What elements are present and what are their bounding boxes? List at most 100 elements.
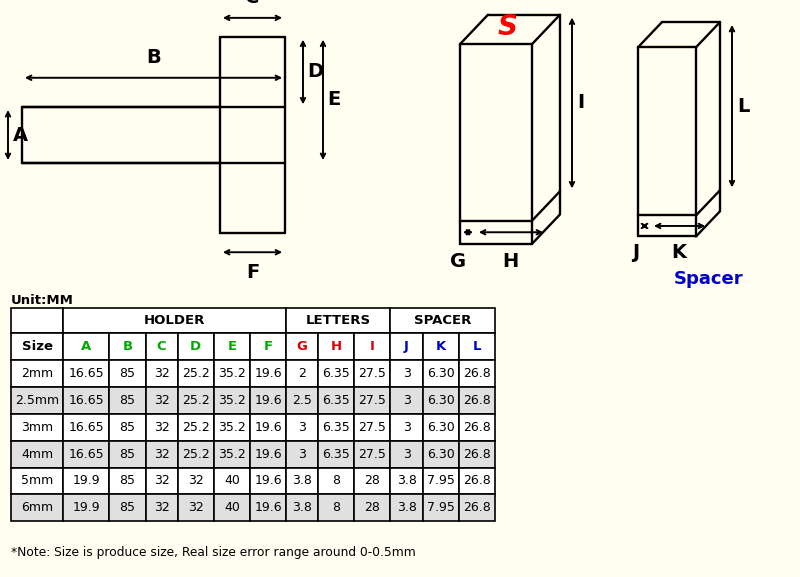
- Bar: [250, 494, 286, 521]
- Text: 16.65: 16.65: [69, 448, 104, 460]
- Text: 3mm: 3mm: [21, 421, 53, 434]
- Bar: [11, 494, 63, 521]
- Bar: [318, 414, 354, 441]
- Text: 32: 32: [154, 421, 170, 434]
- Bar: [11, 308, 63, 334]
- Text: 26.8: 26.8: [463, 394, 490, 407]
- Bar: [422, 387, 458, 414]
- Bar: [422, 467, 458, 494]
- Text: 6.35: 6.35: [322, 394, 350, 407]
- Bar: [178, 441, 214, 467]
- Text: 25.2: 25.2: [182, 421, 210, 434]
- Text: 3.8: 3.8: [397, 501, 417, 514]
- Text: 28: 28: [365, 501, 380, 514]
- Text: K: K: [671, 243, 686, 262]
- Bar: [458, 414, 495, 441]
- Bar: [63, 387, 110, 414]
- Text: I: I: [577, 93, 584, 113]
- Bar: [178, 387, 214, 414]
- Text: L: L: [473, 340, 481, 353]
- Bar: [318, 387, 354, 414]
- Text: J: J: [404, 340, 409, 353]
- Bar: [458, 360, 495, 387]
- Text: 3: 3: [402, 448, 410, 460]
- Text: D: D: [307, 62, 323, 81]
- Bar: [286, 441, 318, 467]
- Bar: [178, 494, 214, 521]
- Bar: [11, 441, 63, 467]
- Bar: [146, 441, 178, 467]
- Text: 32: 32: [188, 501, 203, 514]
- Text: 6.35: 6.35: [322, 421, 350, 434]
- Text: C: C: [246, 0, 260, 8]
- Bar: [458, 387, 495, 414]
- Text: L: L: [737, 96, 750, 115]
- Text: G: G: [297, 340, 307, 353]
- Text: 26.8: 26.8: [463, 367, 490, 380]
- Text: 16.65: 16.65: [69, 367, 104, 380]
- Bar: [354, 334, 390, 360]
- Bar: [110, 414, 146, 441]
- Bar: [63, 441, 110, 467]
- Text: 32: 32: [154, 474, 170, 488]
- Bar: [214, 494, 250, 521]
- Bar: [390, 387, 422, 414]
- Text: H: H: [502, 252, 518, 271]
- Bar: [214, 387, 250, 414]
- Text: Unit:MM: Unit:MM: [11, 294, 74, 308]
- Bar: [354, 467, 390, 494]
- Text: 3: 3: [402, 421, 410, 434]
- Bar: [214, 414, 250, 441]
- Text: 6mm: 6mm: [21, 501, 53, 514]
- Text: 85: 85: [119, 367, 135, 380]
- Text: E: E: [327, 91, 340, 110]
- Bar: [11, 414, 63, 441]
- Bar: [318, 441, 354, 467]
- Bar: [286, 360, 318, 387]
- Bar: [354, 441, 390, 467]
- Text: Size: Size: [22, 340, 53, 353]
- Text: F: F: [263, 340, 273, 353]
- Bar: [390, 494, 422, 521]
- Text: 3.8: 3.8: [292, 501, 312, 514]
- Text: 85: 85: [119, 421, 135, 434]
- Text: 3: 3: [298, 448, 306, 460]
- Text: H: H: [330, 340, 342, 353]
- Text: 32: 32: [188, 474, 203, 488]
- Text: 32: 32: [154, 448, 170, 460]
- Bar: [422, 494, 458, 521]
- Text: 35.2: 35.2: [218, 421, 246, 434]
- Bar: [110, 467, 146, 494]
- Text: 35.2: 35.2: [218, 394, 246, 407]
- Bar: [146, 494, 178, 521]
- Text: *Note: Size is produce size, Real size error range around 0-0.5mm: *Note: Size is produce size, Real size e…: [11, 546, 416, 559]
- Bar: [146, 360, 178, 387]
- Bar: [178, 467, 214, 494]
- Text: 28: 28: [365, 474, 380, 488]
- Bar: [390, 334, 422, 360]
- Bar: [214, 441, 250, 467]
- Text: 27.5: 27.5: [358, 421, 386, 434]
- Bar: [63, 334, 110, 360]
- Bar: [250, 334, 286, 360]
- Text: 25.2: 25.2: [182, 448, 210, 460]
- Text: SPACER: SPACER: [414, 314, 471, 327]
- Text: 8: 8: [332, 501, 340, 514]
- Bar: [354, 414, 390, 441]
- Bar: [318, 360, 354, 387]
- Text: A: A: [81, 340, 91, 353]
- Bar: [11, 467, 63, 494]
- Text: 85: 85: [119, 474, 135, 488]
- Text: 40: 40: [224, 501, 240, 514]
- Bar: [458, 441, 495, 467]
- Text: 26.8: 26.8: [463, 448, 490, 460]
- Bar: [110, 494, 146, 521]
- Bar: [214, 334, 250, 360]
- Text: B: B: [146, 48, 161, 68]
- Text: 6.30: 6.30: [426, 421, 454, 434]
- Bar: [63, 414, 110, 441]
- Bar: [390, 308, 495, 334]
- Text: 3: 3: [402, 367, 410, 380]
- Bar: [286, 334, 318, 360]
- Bar: [178, 360, 214, 387]
